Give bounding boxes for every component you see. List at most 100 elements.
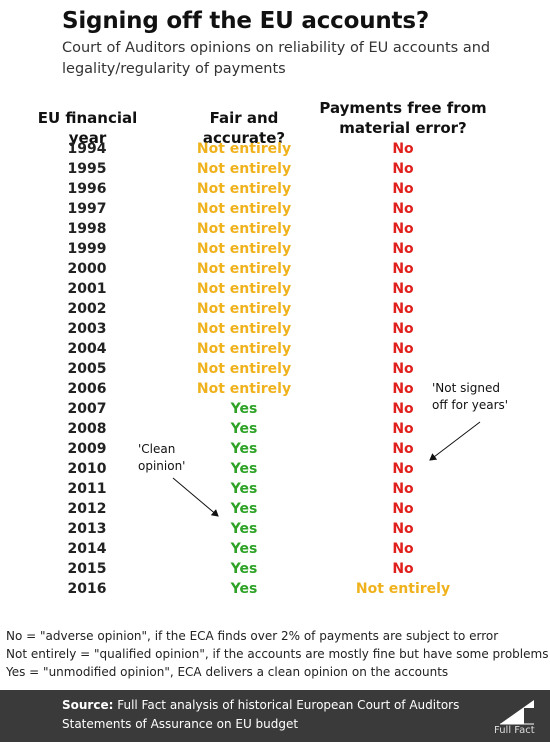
year-cell: 2004 xyxy=(67,341,107,357)
annotation-clean-opinion-line1: 'Clean xyxy=(138,442,176,456)
payments-cell: Not entirely xyxy=(355,581,451,597)
table-row: 1995 Not entirely No xyxy=(0,159,550,179)
fair-cell: Not entirely xyxy=(196,301,292,317)
footer-bar: Source: Full Fact analysis of historical… xyxy=(0,690,550,742)
payments-cell: No xyxy=(392,301,414,317)
chart-title: Signing off the EU accounts? xyxy=(62,8,429,34)
table-row: 2013 Yes No xyxy=(0,519,550,539)
fair-cell: Not entirely xyxy=(196,241,292,257)
year-cell: 1999 xyxy=(67,241,107,257)
payments-cell: No xyxy=(392,221,414,237)
payments-cell: No xyxy=(392,181,414,197)
payments-cell: No xyxy=(392,141,414,157)
year-cell: 2000 xyxy=(67,261,107,277)
fair-cell: Not entirely xyxy=(196,381,292,397)
year-cell: 2006 xyxy=(67,381,107,397)
year-cell: 1998 xyxy=(67,221,107,237)
fair-cell: Not entirely xyxy=(196,341,292,357)
fair-cell: Not entirely xyxy=(196,181,292,197)
chart-subtitle: Court of Auditors opinions on reliabilit… xyxy=(62,40,491,77)
year-cell: 1996 xyxy=(67,181,107,197)
fair-cell: Yes xyxy=(230,501,258,517)
table-row: 1998 Not entirely No xyxy=(0,219,550,239)
annotation-clean-opinion: 'Clean opinion' xyxy=(138,441,185,475)
fair-cell: Not entirely xyxy=(196,161,292,177)
year-cell: 2012 xyxy=(67,501,107,517)
source-text: Source: Full Fact analysis of historical… xyxy=(62,696,482,734)
table-row: 2012 Yes No xyxy=(0,499,550,519)
payments-cell: No xyxy=(392,161,414,177)
payments-cell: No xyxy=(392,441,414,457)
source-line2: Statements of Assurance on EU budget xyxy=(62,717,299,731)
fair-cell: Not entirely xyxy=(196,281,292,297)
payments-cell: No xyxy=(392,521,414,537)
payments-cell: No xyxy=(392,421,414,437)
year-cell: 2015 xyxy=(67,561,107,577)
table-row: 2000 Not entirely No xyxy=(0,259,550,279)
year-cell: 1997 xyxy=(67,201,107,217)
table-row: 2006 Not entirely No xyxy=(0,379,550,399)
year-cell: 2009 xyxy=(67,441,107,457)
year-cell: 2016 xyxy=(67,581,107,597)
fair-cell: Yes xyxy=(230,421,258,437)
table-row: 1996 Not entirely No xyxy=(0,179,550,199)
note-yes: Yes = "unmodified opinion", ECA delivers… xyxy=(6,665,449,679)
source-label: Source: xyxy=(62,698,114,712)
logo-text: Full Fact xyxy=(494,725,535,736)
payments-cell: No xyxy=(392,461,414,477)
year-cell: 2014 xyxy=(67,541,107,557)
fair-cell: Not entirely xyxy=(196,201,292,217)
payments-cell: No xyxy=(392,201,414,217)
full-fact-logo: Full Fact xyxy=(494,696,540,738)
payments-cell: No xyxy=(392,401,414,417)
year-cell: 2008 xyxy=(67,421,107,437)
year-cell: 2002 xyxy=(67,301,107,317)
table-row: 2005 Not entirely No xyxy=(0,359,550,379)
year-cell: 2005 xyxy=(67,361,107,377)
fair-cell: Yes xyxy=(230,541,258,557)
table-row: 2011 Yes No xyxy=(0,479,550,499)
fair-cell: Yes xyxy=(230,461,258,477)
table-row: 2014 Yes No xyxy=(0,539,550,559)
fair-cell: Yes xyxy=(230,401,258,417)
note-not-entirely: Not entirely = "qualified opinion", if t… xyxy=(6,647,549,661)
payments-cell: No xyxy=(392,281,414,297)
table-row: 2007 Yes No xyxy=(0,399,550,419)
payments-cell: No xyxy=(392,321,414,337)
annotation-not-signed-off-line2: off for years' xyxy=(432,398,509,412)
fair-cell: Yes xyxy=(230,441,258,457)
year-cell: 1995 xyxy=(67,161,107,177)
year-cell: 2007 xyxy=(67,401,107,417)
table-row: 1999 Not entirely No xyxy=(0,239,550,259)
year-cell: 1994 xyxy=(67,141,107,157)
note-no: No = "adverse opinion", if the ECA finds… xyxy=(6,629,499,643)
table-row: 2002 Not entirely No xyxy=(0,299,550,319)
payments-cell: No xyxy=(392,501,414,517)
table-row: 2015 Yes No xyxy=(0,559,550,579)
table-row: 1994 Not entirely No xyxy=(0,139,550,159)
year-cell: 2013 xyxy=(67,521,107,537)
header-payments-free-from-error: Payments free from material error? xyxy=(319,99,487,137)
fair-cell: Yes xyxy=(230,581,258,597)
payments-cell: No xyxy=(392,381,414,397)
year-cell: 2003 xyxy=(67,321,107,337)
legend-notes: No = "adverse opinion", if the ECA finds… xyxy=(6,627,548,681)
source-line1: Full Fact analysis of historical Europea… xyxy=(113,698,460,712)
header-eu-financial-year: EU financial year xyxy=(37,109,138,147)
full-fact-arrow-icon xyxy=(500,700,534,725)
payments-cell: No xyxy=(392,261,414,277)
fair-cell: Not entirely xyxy=(196,321,292,337)
payments-cell: No xyxy=(392,361,414,377)
fair-cell: Yes xyxy=(230,561,258,577)
payments-cell: No xyxy=(392,241,414,257)
table-row: 1997 Not entirely No xyxy=(0,199,550,219)
table-row: 2008 Yes No xyxy=(0,419,550,439)
table-row: 2001 Not entirely No xyxy=(0,279,550,299)
payments-cell: No xyxy=(392,481,414,497)
payments-cell: No xyxy=(392,541,414,557)
fair-cell: Not entirely xyxy=(196,141,292,157)
annotation-not-signed-off-line1: 'Not signed xyxy=(432,381,500,395)
annotation-clean-opinion-line2: opinion' xyxy=(138,459,186,473)
fair-cell: Not entirely xyxy=(196,261,292,277)
table-row: 2003 Not entirely No xyxy=(0,319,550,339)
